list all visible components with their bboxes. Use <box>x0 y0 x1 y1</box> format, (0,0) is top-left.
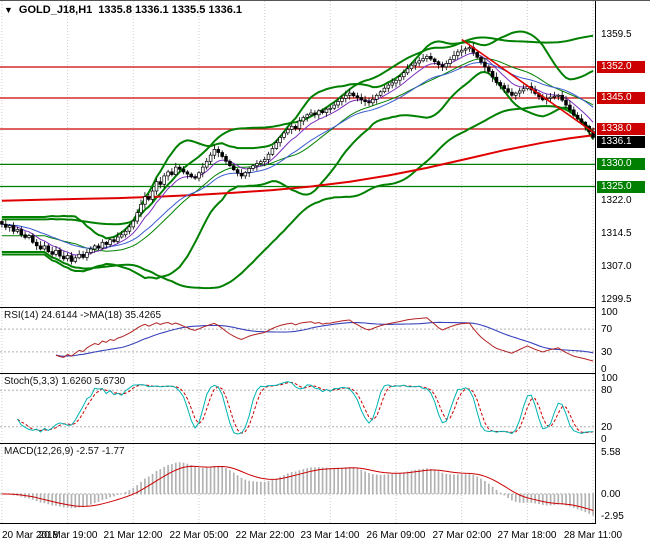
time-tick: 26 Mar 09:00 <box>366 530 426 541</box>
stochastic-canvas[interactable] <box>0 374 595 443</box>
time-tick: 27 Mar 18:00 <box>497 530 557 541</box>
macd-tick: 5.58 <box>601 447 621 459</box>
stoch-k-line <box>16 381 594 435</box>
bollinger-inner-lower-band <box>1 70 594 280</box>
time-tick: 21 Mar 12:00 <box>103 530 163 541</box>
rsi-tick: 70 <box>601 324 613 336</box>
stochastic-indicator-label: Stoch(5,3,3) 1.6260 5.6730 <box>4 376 126 387</box>
rsi-line <box>55 317 594 362</box>
rsi-panel[interactable]: RSI(14) 24.6144 ->MA(18) 35.4265 <box>0 308 595 374</box>
time-tick: 27 Mar 02:00 <box>432 530 492 541</box>
price-tick: 1314.5 <box>601 228 632 240</box>
resistance-price-badge: 1345.0 <box>597 91 645 104</box>
slow-ma-line <box>1 134 594 202</box>
ema-mid-line <box>1 62 594 249</box>
chart-menu-icon[interactable]: ▼ <box>4 4 13 15</box>
stoch-tick: 0 <box>601 434 607 445</box>
time-tick: 20 Mar 19:00 <box>38 530 98 541</box>
trendline[interactable] <box>461 38 595 135</box>
last-price-badge: 1336.1 <box>597 136 645 149</box>
chart-title-bar: ▼ GOLD_J18,H1 1335.8 1336.1 1335.5 1336.… <box>4 4 242 16</box>
resistance-price-badge: 1352.0 <box>597 60 645 73</box>
stoch-tick: 80 <box>601 385 613 397</box>
resistance-price-badge: 1338.0 <box>597 122 645 135</box>
price-axis[interactable]: 1359.5 1322.0 1314.5 1307.0 1299.5 1352.0 1345… <box>595 1 650 524</box>
stoch-tick: 20 <box>601 421 613 433</box>
macd-histogram <box>4 462 594 516</box>
time-tick: 22 Mar 22:00 <box>235 530 295 541</box>
time-tick: 22 Mar 05:00 <box>169 530 229 541</box>
time-tick: 23 Mar 14:00 <box>300 530 360 541</box>
price-tick: 1299.5 <box>601 294 632 306</box>
rsi-canvas[interactable] <box>0 308 595 373</box>
stoch-d-line <box>17 381 594 434</box>
support-price-badge: 1325.0 <box>597 180 645 193</box>
ema-fast-line <box>1 52 594 256</box>
macd-indicator-label: MACD(12,26,9) -2.57 -1.77 <box>4 446 125 457</box>
bollinger-inner-upper-band <box>1 30 594 240</box>
macd-canvas[interactable] <box>0 444 595 523</box>
rsi-tick: 0 <box>601 364 607 375</box>
rsi-tick: 100 <box>601 307 618 318</box>
macd-panel[interactable]: MACD(12,26,9) -2.57 -1.77 <box>0 444 595 524</box>
stoch-tick: 100 <box>601 373 618 384</box>
rsi-indicator-label: RSI(14) 24.6144 ->MA(18) 35.4265 <box>4 310 162 321</box>
rsi-ma-line <box>55 321 594 357</box>
bollinger-outer-upper-band <box>1 34 594 226</box>
macd-tick: 0.00 <box>601 488 621 500</box>
stochastic-panel[interactable]: Stoch(5,3,3) 1.6260 5.6730 <box>0 374 595 444</box>
ohlc-values: 1335.8 1336.1 1335.5 1336.1 <box>98 4 243 16</box>
time-tick: 20 Mar 2018 <box>2 530 59 541</box>
support-price-badge: 1330.0 <box>597 158 645 171</box>
rsi-tick: 30 <box>601 346 613 358</box>
price-chart-canvas[interactable] <box>0 1 595 307</box>
macd-tick: -2.95 <box>601 510 624 522</box>
candles <box>0 42 595 265</box>
price-tick: 1307.0 <box>601 261 632 273</box>
price-tick: 1322.0 <box>601 194 632 206</box>
price-tick: 1359.5 <box>601 28 632 40</box>
macd-signal-line <box>1 465 594 511</box>
bollinger-outer-lower-band <box>1 105 594 290</box>
time-tick: 28 Mar 11:00 <box>563 530 623 541</box>
price-panel[interactable]: ▼ GOLD_J18,H1 1335.8 1336.1 1335.5 1336.… <box>0 1 595 308</box>
time-axis[interactable]: 20 Mar 2018 20 Mar 19:00 21 Mar 12:00 22 Ma… <box>0 524 650 550</box>
symbol-label: GOLD_J18,H1 <box>18 4 93 16</box>
